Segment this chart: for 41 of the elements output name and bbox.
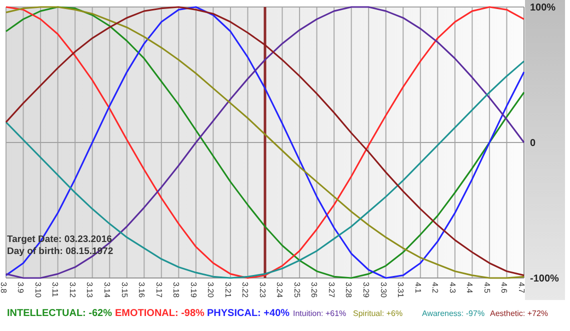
x-tick-label: 3.10 [33, 282, 42, 298]
x-tick-label: 3.16 [137, 282, 146, 298]
x-tick-label: 3.20 [206, 282, 216, 298]
x-tick-label: 3.12 [68, 282, 77, 298]
x-tick-label: 3.30 [378, 282, 388, 298]
x-tick-label: 4.3 [448, 282, 457, 294]
text: Awareness: -97% [422, 309, 485, 318]
x-tick-label: 3.18 [172, 282, 181, 298]
x-tick-label: 4.6 [500, 282, 509, 294]
x-tick-label: 4.7 [516, 282, 526, 294]
x-tick-label: 3.21 [223, 282, 232, 298]
x-tick-label: 3.11 [50, 282, 60, 298]
text: Spiritual: +6% [353, 309, 403, 318]
x-tick-label: 3.17 [154, 282, 164, 298]
x-tick-label: 3.23 [258, 282, 267, 298]
x-tick-label: 3.26 [310, 282, 319, 298]
x-tick-label: 3.27 [326, 282, 336, 298]
text: Aesthetic: +72% [490, 309, 548, 318]
x-tick-label: 4.1 [413, 282, 422, 294]
x-tick-label: 3.29 [361, 282, 370, 298]
text: Intuition: +61% [293, 309, 346, 318]
x-tick-label: 4.5 [482, 282, 492, 294]
y-tick-label: 100% [530, 2, 556, 14]
x-tick-label: 3.14 [102, 282, 112, 298]
x-tick-label: 3.9 [16, 282, 26, 294]
x-tick-label: 3.13 [85, 282, 94, 298]
y-tick-label: 0 [530, 138, 536, 149]
x-tick-label: 3.22 [240, 282, 250, 298]
text: INTELLECTUAL: -62% [7, 308, 112, 319]
x-tick-label: 3.8 [0, 282, 8, 294]
x-tick-label: 3.24 [275, 282, 284, 298]
text: EMOTIONAL: -98% [115, 308, 205, 319]
x-tick-label: 3.19 [188, 282, 198, 298]
x-tick-label: 3.25 [292, 282, 302, 298]
x-tick-label: 3.15 [120, 282, 129, 298]
x-tick-label: 3.28 [344, 282, 354, 298]
x-tick-label: 3.31 [396, 282, 406, 298]
x-tick-label: 4.4 [465, 282, 474, 294]
x-tick-label: 4.2 [430, 282, 440, 294]
text: PHYSICAL: +40% [207, 308, 290, 319]
y-tick-label: -100% [530, 274, 560, 284]
